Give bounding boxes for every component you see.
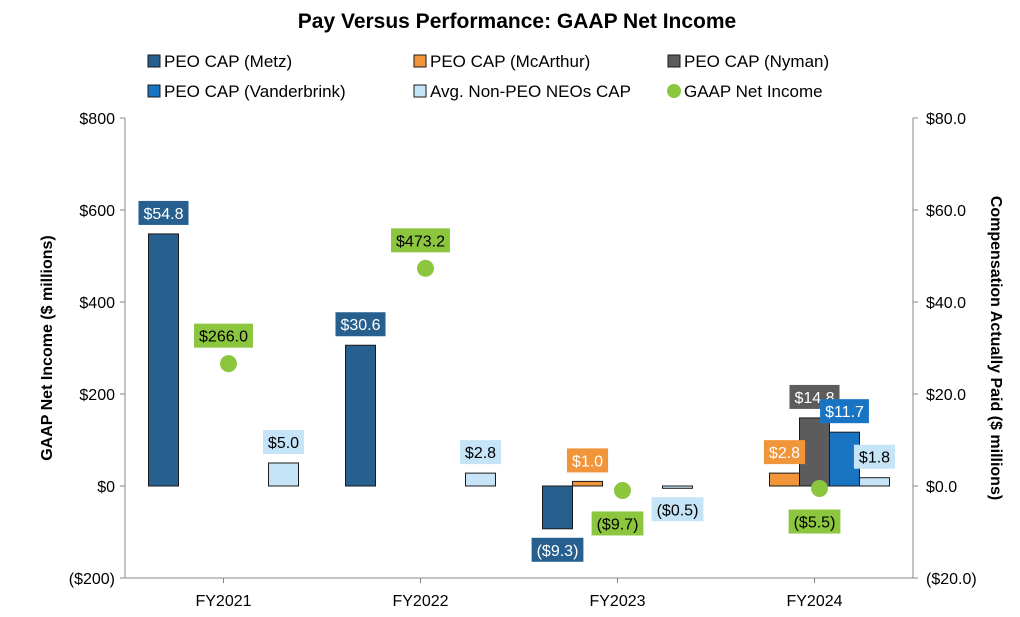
right-tick-label: $20.0 [926, 387, 966, 404]
data-label-text: $1.8 [859, 450, 890, 467]
right-tick-label: $80.0 [926, 111, 966, 128]
data-label-text: ($9.3) [537, 543, 579, 560]
data-label-text: $2.8 [769, 445, 800, 462]
data-label-text: $11.7 [825, 404, 864, 421]
bar [345, 344, 376, 487]
legend-item: GAAP Net Income [667, 82, 823, 101]
x-tick-label: FY2024 [786, 593, 842, 610]
data-label-box [459, 440, 502, 465]
data-label-text: $5.0 [268, 435, 299, 452]
legend-item: PEO CAP (Vanderbrink) [147, 82, 346, 101]
right-axis-title: Compensation Actually Paid ($ millions) [987, 196, 1004, 500]
data-label: $54.8 [138, 200, 189, 225]
data-label-box [853, 444, 896, 469]
data-label: ($9.7) [591, 511, 644, 536]
data-label-box [566, 448, 609, 473]
left-tick-label: $200 [79, 387, 115, 404]
bar [859, 477, 890, 487]
bar [465, 472, 496, 487]
chart-title: Pay Versus Performance: GAAP Net Income [298, 10, 736, 33]
data-label-box [138, 200, 189, 225]
data-label-box [391, 228, 450, 253]
legend: PEO CAP (Metz) PEO CAP (McArthur) PEO CAP … [147, 52, 829, 101]
data-label: $473.2 [391, 228, 450, 253]
right-tick-label: ($20.0) [926, 571, 977, 588]
data-point [614, 481, 631, 499]
legend-label: Avg. Non-PEO NEOs CAP [430, 82, 631, 101]
right-tick-label: $40.0 [926, 295, 966, 312]
left-axis-title: GAAP Net Income ($ millions) [39, 235, 56, 461]
left-tick-label: ($200) [69, 571, 115, 588]
legend-item: PEO CAP (McArthur) [413, 52, 590, 71]
left-tick-label: $800 [79, 111, 115, 128]
data-label-box [591, 511, 644, 536]
x-tick-label: FY2022 [392, 593, 448, 610]
data-label-text: $1.0 [572, 453, 603, 470]
data-point [220, 355, 237, 373]
data-label-text: ($5.5) [794, 515, 836, 532]
legend-label: PEO CAP (McArthur) [430, 52, 590, 71]
legend-swatch [147, 54, 161, 68]
legend-item: PEO CAP (Nyman) [667, 52, 829, 71]
data-label: $2.8 [763, 440, 806, 465]
data-point [811, 480, 828, 498]
x-tick-label: FY2021 [195, 593, 251, 610]
legend-item: PEO CAP (Metz) [147, 52, 292, 71]
bar [572, 480, 603, 487]
data-label-text: $266.0 [199, 329, 248, 346]
left-tick-label: $600 [79, 203, 115, 220]
legend-swatch [667, 54, 681, 68]
data-label: $11.7 [820, 399, 869, 424]
legend-item: Avg. Non-PEO NEOs CAP [413, 82, 631, 101]
right-tick-label: $0.0 [926, 479, 957, 496]
data-label-box [651, 497, 704, 522]
left-tick-label: $400 [79, 295, 115, 312]
legend-swatch [147, 84, 161, 98]
bar [268, 462, 299, 487]
data-label: ($9.3) [531, 537, 584, 562]
bar [769, 472, 800, 487]
data-label: $5.0 [262, 430, 305, 454]
legend-swatch [413, 54, 427, 68]
legend-label: PEO CAP (Nyman) [684, 52, 829, 71]
plot-area: ($200) $0 $200 $400 $600 $800 ($20.0) $0.0 $20.0… [39, 111, 1004, 610]
data-label: ($0.5) [651, 497, 704, 522]
legend-label: PEO CAP (Vanderbrink) [164, 82, 346, 101]
bar [148, 233, 179, 487]
data-label: $1.0 [566, 448, 609, 473]
data-point [417, 259, 434, 277]
data-label-text: ($0.5) [657, 502, 699, 519]
data-label-text: ($9.7) [597, 516, 639, 533]
data-label-text: $2.8 [465, 445, 496, 462]
data-label-text: $30.6 [340, 317, 380, 334]
data-label-box [194, 323, 253, 348]
legend-label: GAAP Net Income [684, 82, 823, 101]
data-label: $1.8 [853, 444, 896, 469]
data-label-box [763, 440, 806, 465]
data-label-box [820, 399, 869, 424]
data-label-box [335, 312, 386, 337]
data-label: $30.6 [335, 312, 386, 337]
legend-swatch [413, 84, 427, 98]
legend-marker [667, 84, 681, 98]
right-tick-label: $60.0 [926, 203, 966, 220]
data-label-box [262, 430, 305, 454]
data-label: ($5.5) [788, 509, 841, 534]
data-label-text: $54.8 [143, 206, 183, 223]
x-tick-label: FY2023 [589, 593, 645, 610]
data-label: $2.8 [459, 440, 502, 465]
bar [662, 485, 693, 489]
data-label: $266.0 [194, 323, 253, 348]
left-tick-label: $0 [97, 479, 115, 496]
legend-label: PEO CAP (Metz) [164, 52, 292, 71]
data-label-text: $473.2 [396, 233, 445, 250]
data-label-box [788, 509, 841, 534]
data-label-box [531, 537, 584, 562]
bar [542, 485, 573, 530]
